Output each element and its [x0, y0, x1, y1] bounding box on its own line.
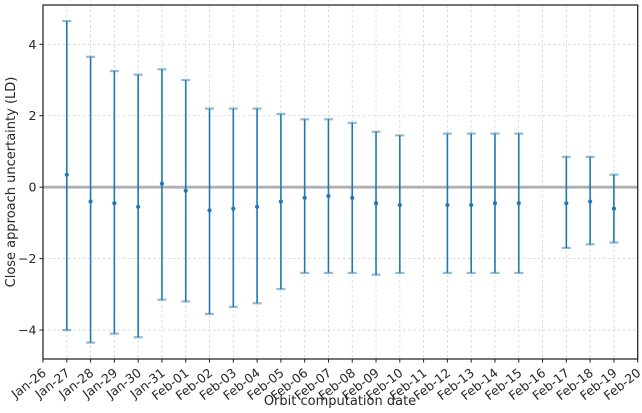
center-marker — [231, 206, 236, 211]
error-bar-Feb-06 — [300, 118, 310, 275]
center-marker — [112, 201, 117, 206]
center-marker — [159, 181, 165, 186]
error-bar-Feb-13 — [466, 132, 476, 275]
error-bar-Feb-03 — [228, 107, 238, 308]
error-bar-Feb-18 — [585, 155, 595, 246]
gridlines-layer — [42, 5, 639, 359]
spines-layer — [42, 4, 639, 360]
error-bar-Feb-07 — [323, 118, 333, 275]
center-marker — [278, 199, 283, 204]
error-bar-Jan-30 — [133, 73, 143, 339]
error-bar-Feb-10 — [395, 134, 405, 275]
center-marker — [254, 204, 260, 209]
plot-spines — [42, 4, 639, 360]
center-marker — [516, 201, 521, 206]
error-bar-Feb-14 — [490, 132, 500, 275]
y-axis-label: Close approach uncertainty (LD) — [4, 77, 19, 288]
error-bar-Feb-17 — [561, 155, 571, 250]
center-marker — [445, 202, 450, 208]
error-bar-Jan-27 — [62, 19, 72, 332]
error-bars-layer — [62, 19, 619, 344]
error-bar-Jan-31 — [157, 68, 167, 301]
error-bar-Feb-02 — [205, 107, 215, 316]
y-tick-label-−2: −2 — [18, 251, 36, 266]
ticks-layer: 420−2−4Jan-26Jan-27Jan-28Jan-29Jan-30Jan… — [8, 37, 642, 403]
center-marker — [469, 202, 474, 208]
error-bar-Feb-08 — [347, 121, 357, 275]
x-axis-label: Orbit computation date — [264, 394, 416, 409]
center-marker — [302, 195, 307, 200]
y-tick-label-−4: −4 — [18, 323, 36, 338]
error-bar-Feb-01 — [181, 78, 191, 303]
center-marker — [397, 202, 402, 208]
center-marker — [326, 194, 331, 199]
center-marker — [88, 199, 93, 204]
center-marker — [183, 188, 188, 193]
center-marker — [588, 199, 593, 204]
center-marker — [136, 204, 141, 209]
center-marker — [492, 201, 498, 206]
center-marker — [373, 201, 379, 206]
y-tick-label-2: 2 — [29, 108, 37, 123]
error-bar-Feb-04 — [252, 107, 262, 305]
center-marker — [207, 208, 212, 213]
y-tick-label-4: 4 — [29, 37, 37, 52]
center-marker — [64, 172, 69, 177]
center-marker — [350, 195, 355, 200]
error-bar-Jan-29 — [109, 69, 119, 335]
error-bar-Feb-12 — [442, 132, 452, 275]
error-bar-Jan-28 — [86, 55, 96, 344]
error-bar-Feb-19 — [609, 173, 619, 244]
error-bar-Feb-05 — [276, 112, 286, 291]
center-marker — [611, 206, 617, 211]
y-tick-label-0: 0 — [29, 180, 37, 195]
error-bar-Feb-15 — [514, 132, 524, 275]
center-marker — [564, 201, 569, 206]
error-bar-Feb-09 — [371, 130, 381, 276]
